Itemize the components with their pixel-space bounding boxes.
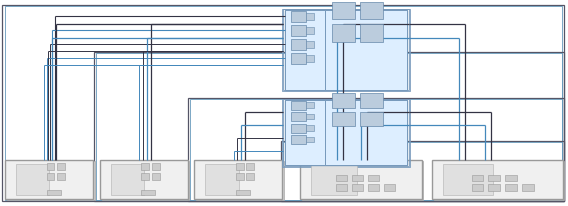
- Bar: [236, 190, 250, 194]
- Bar: [336, 184, 348, 191]
- Bar: [94, 52, 565, 201]
- Bar: [152, 163, 160, 170]
- Bar: [291, 101, 307, 110]
- Bar: [196, 161, 284, 200]
- Bar: [282, 99, 410, 167]
- Bar: [57, 173, 65, 180]
- Bar: [307, 55, 314, 62]
- Bar: [247, 173, 254, 180]
- Bar: [111, 164, 144, 195]
- Bar: [57, 163, 65, 170]
- Bar: [361, 93, 383, 108]
- Bar: [471, 184, 483, 191]
- Bar: [141, 163, 149, 170]
- Bar: [352, 184, 363, 191]
- Bar: [283, 99, 408, 166]
- Bar: [307, 137, 314, 142]
- Bar: [332, 93, 355, 108]
- Bar: [361, 112, 383, 126]
- Bar: [488, 184, 500, 191]
- Bar: [236, 163, 244, 170]
- Bar: [291, 11, 307, 22]
- Bar: [291, 135, 307, 144]
- Bar: [283, 142, 562, 200]
- Bar: [471, 175, 483, 181]
- Bar: [325, 10, 407, 90]
- Bar: [307, 13, 314, 20]
- Bar: [7, 161, 95, 200]
- Bar: [247, 163, 254, 170]
- Bar: [432, 160, 563, 199]
- Bar: [307, 102, 314, 108]
- Bar: [307, 27, 314, 34]
- Bar: [291, 53, 307, 64]
- Bar: [285, 100, 407, 165]
- Bar: [291, 25, 307, 36]
- Bar: [187, 98, 565, 201]
- Bar: [307, 125, 314, 131]
- Bar: [236, 173, 244, 180]
- Bar: [47, 173, 55, 180]
- Bar: [488, 175, 500, 181]
- Bar: [302, 161, 423, 200]
- Bar: [506, 175, 517, 181]
- Bar: [291, 124, 307, 133]
- Bar: [281, 141, 565, 201]
- Bar: [361, 2, 383, 20]
- Bar: [16, 164, 49, 195]
- Bar: [307, 114, 314, 119]
- Bar: [332, 2, 355, 20]
- Bar: [47, 163, 55, 170]
- Bar: [336, 175, 348, 181]
- Bar: [332, 112, 355, 126]
- Bar: [100, 160, 187, 199]
- Bar: [325, 100, 407, 165]
- Bar: [285, 100, 325, 165]
- Bar: [285, 10, 407, 90]
- Bar: [141, 173, 149, 180]
- Bar: [285, 10, 325, 90]
- Bar: [282, 9, 410, 91]
- Bar: [332, 24, 355, 42]
- Bar: [368, 175, 379, 181]
- Bar: [205, 164, 239, 195]
- Bar: [443, 164, 492, 195]
- Bar: [291, 39, 307, 50]
- Bar: [384, 184, 395, 191]
- Bar: [434, 161, 565, 200]
- Bar: [47, 190, 61, 194]
- Bar: [300, 160, 421, 199]
- Bar: [102, 161, 189, 200]
- Bar: [307, 41, 314, 48]
- Bar: [311, 164, 357, 195]
- Bar: [523, 184, 534, 191]
- Bar: [291, 112, 307, 121]
- Bar: [361, 24, 383, 42]
- Bar: [194, 160, 282, 199]
- Bar: [152, 173, 160, 180]
- Bar: [283, 9, 408, 90]
- Bar: [506, 184, 517, 191]
- Bar: [5, 160, 93, 199]
- Bar: [97, 53, 562, 200]
- Bar: [141, 190, 156, 194]
- Bar: [190, 99, 562, 200]
- Bar: [352, 175, 363, 181]
- Bar: [368, 184, 379, 191]
